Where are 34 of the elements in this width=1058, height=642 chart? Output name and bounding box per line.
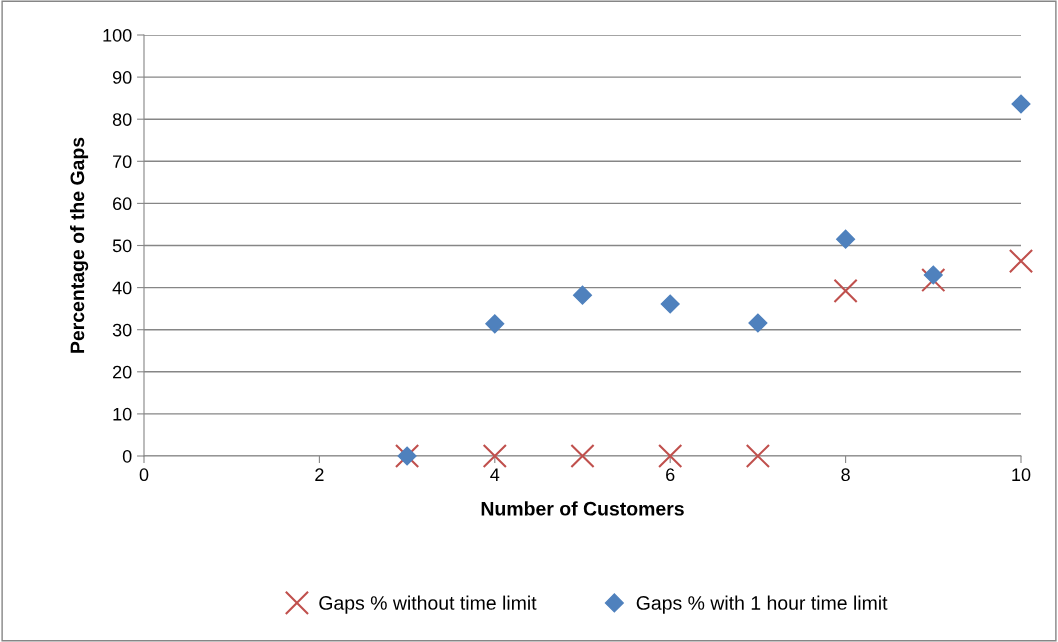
point (745, 443, 771, 469)
y-tick-label: 20 (113, 365, 132, 379)
point (833, 278, 858, 304)
legend-label: Gaps % without time limit (319, 595, 537, 614)
point (660, 294, 680, 314)
y-tick-label: 90 (112, 71, 132, 84)
y-tick-label: 100 (103, 28, 132, 42)
x-tick-label: 8 (841, 468, 850, 482)
y-tick-label: 0 (122, 449, 132, 463)
y-tick-label: 80 (112, 113, 132, 126)
point (658, 443, 683, 469)
x-tick-label: 10 (1012, 468, 1031, 482)
y-tick-label: 10 (113, 407, 132, 421)
y-tick-label: 50 (112, 239, 132, 253)
x-tick-label: 6 (666, 468, 675, 482)
point (482, 443, 507, 469)
x-axis-title: Number of Customers (481, 501, 684, 516)
y-tick-label: 70 (113, 155, 132, 169)
point (1008, 248, 1034, 274)
x-tick-label: 2 (315, 468, 324, 481)
y-tick-label: 30 (112, 323, 132, 337)
point (923, 265, 943, 285)
point (570, 443, 595, 469)
x-tick-label: 0 (139, 468, 149, 482)
point (572, 285, 593, 305)
y-tick-label: 40 (112, 281, 132, 295)
point (1011, 94, 1031, 114)
point (836, 229, 856, 249)
point (485, 314, 505, 334)
y-axis-title: Percentage of the Gaps (69, 137, 89, 353)
legend-label: Gaps % with 1 hour time limit (636, 595, 888, 614)
point (748, 313, 768, 333)
y-tick-label: 60 (113, 197, 132, 211)
x-tick-label: 4 (490, 468, 500, 481)
